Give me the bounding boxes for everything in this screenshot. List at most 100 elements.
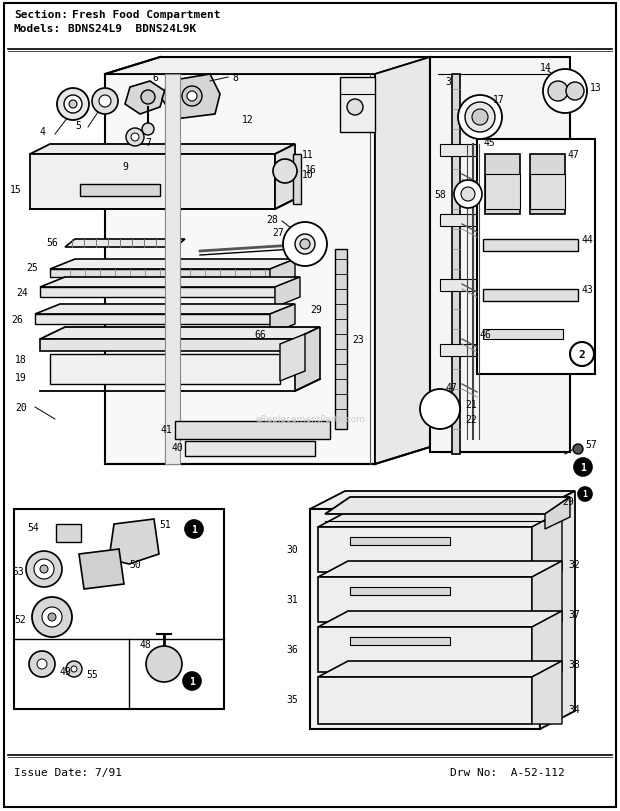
- Circle shape: [131, 134, 139, 142]
- Circle shape: [543, 70, 587, 114]
- Text: 49: 49: [59, 666, 71, 676]
- Text: 33: 33: [580, 489, 591, 500]
- Bar: [50, 354, 280, 384]
- Text: 2: 2: [578, 350, 585, 359]
- Circle shape: [141, 91, 155, 105]
- Text: 13: 13: [590, 83, 602, 93]
- Text: 55: 55: [86, 669, 98, 679]
- Text: 4: 4: [39, 127, 45, 137]
- Bar: [430, 58, 570, 453]
- Bar: [50, 270, 270, 277]
- Text: 1: 1: [191, 525, 197, 534]
- Polygon shape: [532, 661, 562, 724]
- Text: 7: 7: [145, 138, 151, 148]
- Polygon shape: [280, 335, 305, 381]
- Text: 43: 43: [582, 285, 594, 294]
- Text: 19: 19: [16, 372, 27, 383]
- Text: 66: 66: [254, 329, 266, 340]
- Text: 52: 52: [14, 614, 26, 624]
- Bar: [80, 185, 160, 197]
- Text: 56: 56: [46, 238, 58, 247]
- Polygon shape: [162, 75, 220, 120]
- Circle shape: [300, 240, 310, 250]
- Text: 3: 3: [445, 77, 451, 87]
- Text: 6: 6: [152, 73, 158, 83]
- Text: 51: 51: [159, 519, 170, 530]
- Text: eReplacementParts.com: eReplacementParts.com: [255, 415, 365, 424]
- Circle shape: [454, 181, 482, 208]
- Bar: [483, 329, 563, 340]
- Text: 47: 47: [568, 150, 580, 160]
- Bar: [485, 175, 520, 210]
- Text: 36: 36: [286, 644, 298, 654]
- Bar: [440, 215, 558, 227]
- Polygon shape: [125, 82, 165, 115]
- Bar: [335, 250, 347, 430]
- Bar: [310, 509, 540, 729]
- Circle shape: [69, 101, 77, 109]
- Bar: [350, 538, 450, 545]
- Text: 45: 45: [483, 138, 495, 148]
- Text: 47: 47: [445, 383, 457, 393]
- Circle shape: [573, 444, 583, 454]
- Bar: [432, 402, 448, 417]
- Text: 37: 37: [568, 609, 580, 620]
- Bar: [318, 627, 532, 672]
- Text: 11: 11: [302, 150, 314, 160]
- Text: 53: 53: [12, 566, 24, 577]
- Text: 10: 10: [302, 169, 314, 180]
- Bar: [340, 78, 375, 133]
- Polygon shape: [318, 561, 562, 577]
- Bar: [350, 587, 450, 595]
- Bar: [483, 240, 578, 251]
- Bar: [35, 315, 270, 324]
- Circle shape: [42, 607, 62, 627]
- Polygon shape: [275, 277, 300, 307]
- Polygon shape: [545, 497, 570, 530]
- Circle shape: [548, 82, 568, 102]
- Text: Models:: Models:: [14, 24, 61, 34]
- Circle shape: [29, 651, 55, 677]
- Polygon shape: [318, 661, 562, 677]
- Bar: [440, 145, 558, 157]
- Text: 20: 20: [16, 402, 27, 413]
- Polygon shape: [105, 58, 430, 75]
- Bar: [175, 422, 330, 440]
- Polygon shape: [532, 611, 562, 672]
- Text: 15: 15: [11, 185, 22, 195]
- Text: 30: 30: [286, 544, 298, 554]
- Circle shape: [187, 92, 197, 102]
- Polygon shape: [50, 260, 295, 270]
- Circle shape: [182, 87, 202, 107]
- Text: 40: 40: [171, 443, 183, 453]
- Bar: [318, 677, 532, 724]
- Text: Fresh Food Compartment: Fresh Food Compartment: [72, 10, 221, 20]
- Text: 23: 23: [352, 335, 364, 345]
- Circle shape: [472, 109, 488, 126]
- Circle shape: [48, 613, 56, 621]
- Polygon shape: [318, 512, 562, 527]
- Text: 41: 41: [160, 424, 172, 435]
- Circle shape: [185, 521, 203, 539]
- Polygon shape: [295, 328, 320, 392]
- Text: 54: 54: [27, 522, 39, 532]
- Text: 1: 1: [580, 462, 586, 473]
- Circle shape: [99, 96, 111, 108]
- Text: 48: 48: [139, 639, 151, 649]
- Polygon shape: [532, 561, 562, 622]
- Circle shape: [574, 458, 592, 476]
- Polygon shape: [270, 305, 295, 335]
- Text: 38: 38: [568, 659, 580, 669]
- Circle shape: [578, 487, 592, 501]
- Bar: [40, 340, 295, 351]
- Bar: [105, 75, 375, 465]
- Text: 44: 44: [582, 234, 594, 245]
- Text: 58: 58: [434, 190, 446, 200]
- Polygon shape: [275, 145, 295, 210]
- Text: 32: 32: [568, 560, 580, 569]
- Text: 8: 8: [232, 73, 238, 83]
- Circle shape: [126, 129, 144, 147]
- Text: Section:: Section:: [14, 10, 68, 20]
- Bar: [185, 441, 315, 457]
- Text: 14: 14: [540, 63, 552, 73]
